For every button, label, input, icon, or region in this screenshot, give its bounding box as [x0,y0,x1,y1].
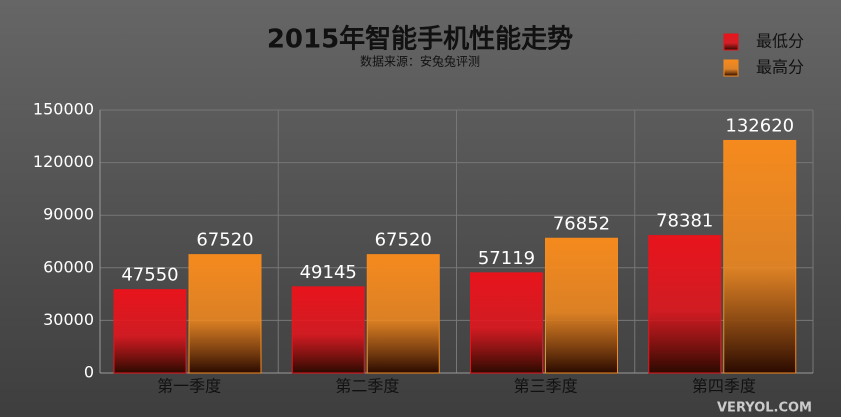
value-label: 49145 [300,262,357,283]
watermark: VERYOL.COM [717,401,812,416]
bar [113,289,187,374]
legend-swatch [723,59,739,77]
value-label: 57119 [478,248,535,269]
chart-subtitle: 数据来源：安兔兔评测 [360,54,480,69]
bar [366,254,440,374]
legend-swatch [723,33,739,51]
bar [545,237,618,374]
x-tick-label: 第二季度 [335,377,399,396]
chart-title: 2015年智能手机性能走势 [267,24,573,55]
value-label: 76852 [553,213,610,234]
value-label: 67520 [196,230,253,251]
legend-label: 最低分 [756,32,804,51]
y-tick-label: 60000 [43,257,94,276]
y-tick-label: 90000 [43,205,94,224]
y-tick-label: 0 [84,363,94,382]
value-label: 67520 [375,230,432,251]
legend-label: 最高分 [756,58,804,77]
y-tick-label: 30000 [43,310,94,329]
value-label: 132620 [725,115,794,136]
y-tick-label: 150000 [33,100,94,119]
x-tick-label: 第三季度 [514,377,578,396]
bar [470,272,543,374]
y-tick-label: 120000 [33,152,94,171]
bar [723,139,797,374]
x-tick-label: 第四季度 [692,377,756,396]
value-label: 47550 [121,265,178,286]
x-tick-label: 第一季度 [157,377,221,396]
bar [188,254,262,374]
bar [291,286,365,374]
bar [648,235,722,374]
value-label: 78381 [656,211,713,232]
